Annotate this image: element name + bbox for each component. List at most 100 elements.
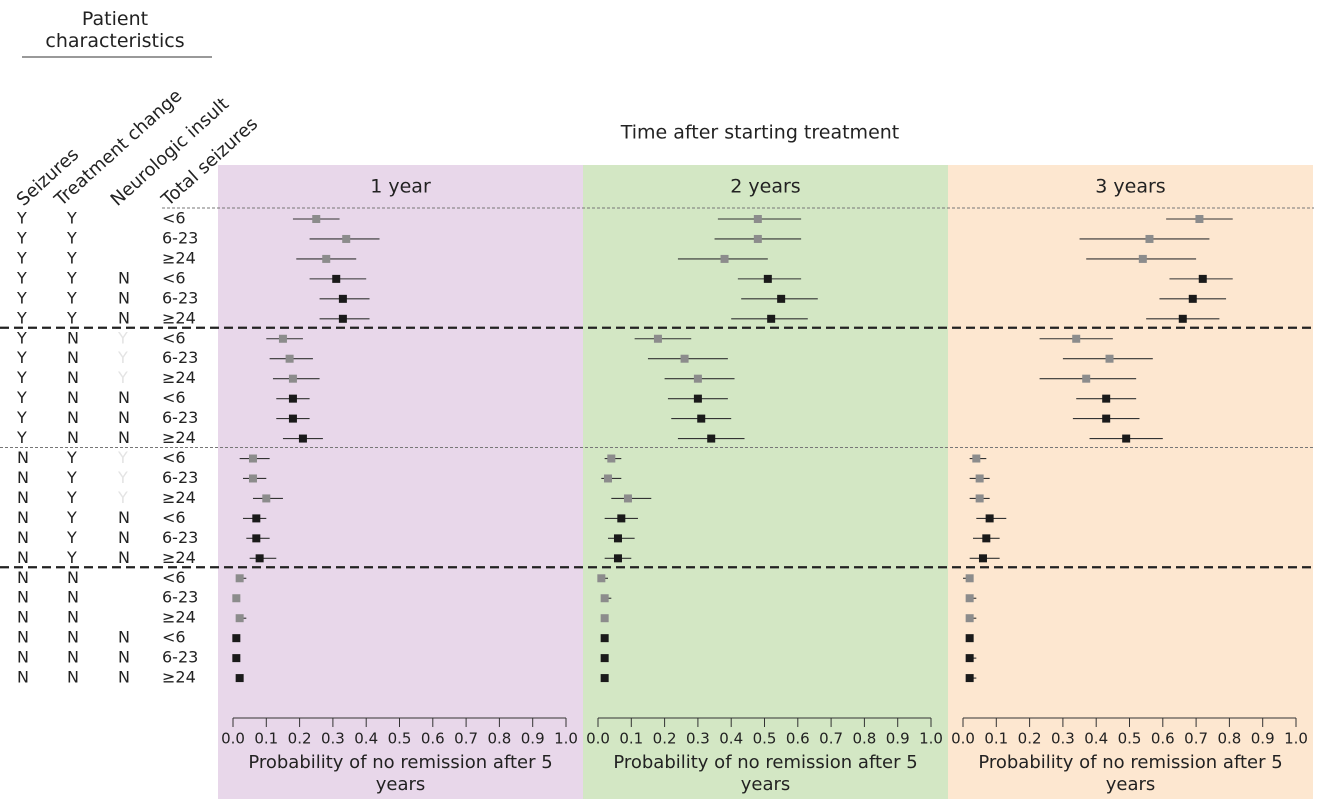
- point-estimate: [252, 514, 261, 523]
- point-estimate: [235, 674, 244, 683]
- point-estimate: [1178, 314, 1187, 323]
- x-tick-label: 0.6: [421, 730, 445, 748]
- row-label: N: [17, 468, 29, 487]
- point-estimate: [600, 674, 609, 683]
- row-label: ≥24: [162, 428, 196, 447]
- x-tick-label: 0.6: [1151, 730, 1175, 748]
- x-tick-label: 0.8: [852, 730, 876, 748]
- row-label: 6-23: [162, 348, 198, 367]
- row-label: N: [118, 388, 130, 407]
- panel-background: [218, 165, 583, 799]
- x-tick-label: 0.6: [786, 730, 810, 748]
- point-estimate: [600, 594, 609, 603]
- point-estimate: [298, 434, 307, 443]
- row-label: Y: [16, 209, 27, 228]
- x-tick-label: 0.1: [619, 730, 643, 748]
- x-tick-label: 0.3: [1051, 730, 1075, 748]
- x-tick-label: 0.1: [984, 730, 1008, 748]
- panel-title: 3 years: [1095, 176, 1165, 198]
- row-label: Y: [66, 528, 77, 547]
- row-label: N: [118, 268, 130, 287]
- point-estimate: [653, 334, 662, 343]
- x-tick-label: 0.7: [1184, 730, 1208, 748]
- point-estimate: [312, 215, 321, 223]
- row-label: 6-23: [162, 408, 198, 427]
- x-tick-label: 0.5: [1118, 730, 1142, 748]
- row-label: ≥24: [162, 608, 196, 627]
- row-label: N: [67, 668, 79, 687]
- row-label: N: [67, 588, 79, 607]
- point-estimate: [1198, 274, 1207, 283]
- point-estimate: [1105, 354, 1114, 363]
- row-label: Y: [16, 308, 27, 327]
- x-axis-label: Probability of no remission after 5 year…: [248, 752, 553, 795]
- point-estimate: [232, 634, 241, 643]
- row-label: Y: [66, 308, 77, 327]
- x-tick-label: 0.5: [388, 730, 412, 748]
- x-tick-label: 0.7: [819, 730, 843, 748]
- x-tick-label: 1.0: [1284, 730, 1308, 748]
- point-estimate: [613, 534, 622, 543]
- point-estimate: [235, 614, 244, 623]
- x-tick-label: 0.9: [886, 730, 910, 748]
- point-estimate: [753, 215, 762, 223]
- point-estimate: [332, 274, 341, 283]
- row-label: Y: [16, 348, 27, 367]
- point-estimate: [278, 334, 287, 343]
- row-label: 6-23: [162, 648, 198, 667]
- row-label: Y: [66, 288, 77, 307]
- row-label: Y: [117, 328, 128, 347]
- point-estimate: [982, 534, 991, 543]
- row-label: Y: [16, 228, 27, 247]
- row-label: N: [17, 448, 29, 467]
- row-label: <6: [162, 328, 186, 347]
- row-label: 6-23: [162, 288, 198, 307]
- point-estimate: [975, 494, 984, 503]
- row-label: N: [67, 628, 79, 647]
- row-label: N: [17, 588, 29, 607]
- point-estimate: [603, 474, 612, 483]
- row-label: <6: [162, 268, 186, 287]
- point-estimate: [248, 474, 257, 483]
- row-label: N: [17, 548, 29, 567]
- row-label: Y: [16, 288, 27, 307]
- point-estimate: [972, 454, 981, 463]
- x-tick-label: 0.4: [1084, 730, 1108, 748]
- point-estimate: [763, 274, 772, 283]
- row-label: Y: [66, 448, 77, 467]
- row-label: 6-23: [162, 528, 198, 547]
- point-estimate: [965, 674, 974, 683]
- x-tick-label: 0.3: [321, 730, 345, 748]
- row-label: N: [17, 528, 29, 547]
- point-estimate: [338, 314, 347, 323]
- row-label: Y: [16, 388, 27, 407]
- row-label: N: [17, 508, 29, 527]
- x-tick-label: 0.4: [719, 730, 743, 748]
- x-tick-label: 0.4: [354, 730, 378, 748]
- row-label: Y: [117, 488, 128, 507]
- point-estimate: [235, 574, 244, 583]
- row-label: Y: [16, 268, 27, 287]
- point-estimate: [617, 514, 626, 523]
- point-estimate: [693, 394, 702, 403]
- row-label: Y: [66, 488, 77, 507]
- point-estimate: [753, 234, 762, 243]
- chart-title: Time after starting treatment: [620, 122, 900, 144]
- row-label: Y: [66, 268, 77, 287]
- row-label: <6: [162, 568, 186, 587]
- row-label: Y: [66, 468, 77, 487]
- row-label: N: [67, 388, 79, 407]
- point-estimate: [288, 374, 297, 383]
- row-label: N: [118, 288, 130, 307]
- point-estimate: [262, 494, 271, 503]
- row-label: N: [67, 368, 79, 387]
- panel-background: [583, 165, 948, 799]
- row-label: N: [67, 608, 79, 627]
- x-tick-label: 0.5: [753, 730, 777, 748]
- row-label: Y: [66, 248, 77, 267]
- point-estimate: [1122, 434, 1131, 443]
- row-label: N: [118, 648, 130, 667]
- row-label: N: [67, 428, 79, 447]
- row-label: ≥24: [162, 668, 196, 687]
